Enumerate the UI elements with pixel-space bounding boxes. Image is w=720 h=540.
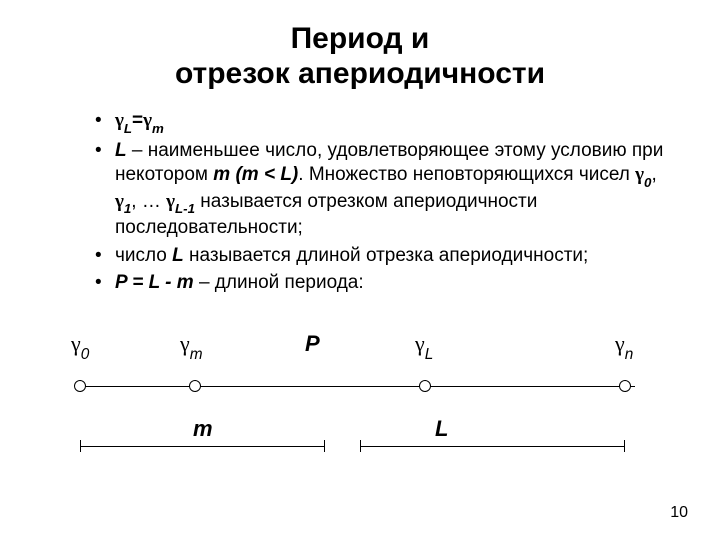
- L-segment-line: [360, 446, 625, 447]
- label-L-lower: L: [435, 416, 448, 442]
- title-line-2: отрезок апериодичности: [175, 57, 545, 90]
- bullet-1: γL=γm: [95, 109, 665, 135]
- page-number: 10: [670, 504, 688, 522]
- bullet-2: L – наименьшее число, удовлетворяющее эт…: [95, 139, 665, 239]
- bullet-4: P = L - m – длиной периода:: [95, 271, 665, 295]
- m-segment-line: [80, 446, 325, 447]
- label-gamma-0: γ0: [71, 331, 89, 361]
- period-diagram: γ0 γm P γL γn m L: [65, 326, 645, 466]
- L-segment-tick-left: [360, 440, 361, 452]
- point-0: [74, 380, 86, 392]
- m-segment-tick-left: [80, 440, 81, 452]
- bullet-list: γL=γm L – наименьшее число, удовлетворяю…: [95, 109, 665, 295]
- label-m-lower: m: [193, 416, 213, 442]
- label-gamma-n: γn: [615, 331, 633, 361]
- label-gamma-L: γL: [415, 331, 433, 361]
- point-n: [619, 380, 631, 392]
- point-L: [419, 380, 431, 392]
- title-line-1: Период и: [291, 22, 430, 55]
- label-P: P: [305, 331, 320, 357]
- bullet-3: число L называется длиной отрезка аперио…: [95, 244, 665, 268]
- number-line: [75, 386, 635, 387]
- label-gamma-m: γm: [180, 331, 203, 361]
- m-segment-tick-right: [324, 440, 325, 452]
- slide-title: Период и отрезок апериодичности: [0, 0, 720, 91]
- L-segment-tick-right: [624, 440, 625, 452]
- point-m: [189, 380, 201, 392]
